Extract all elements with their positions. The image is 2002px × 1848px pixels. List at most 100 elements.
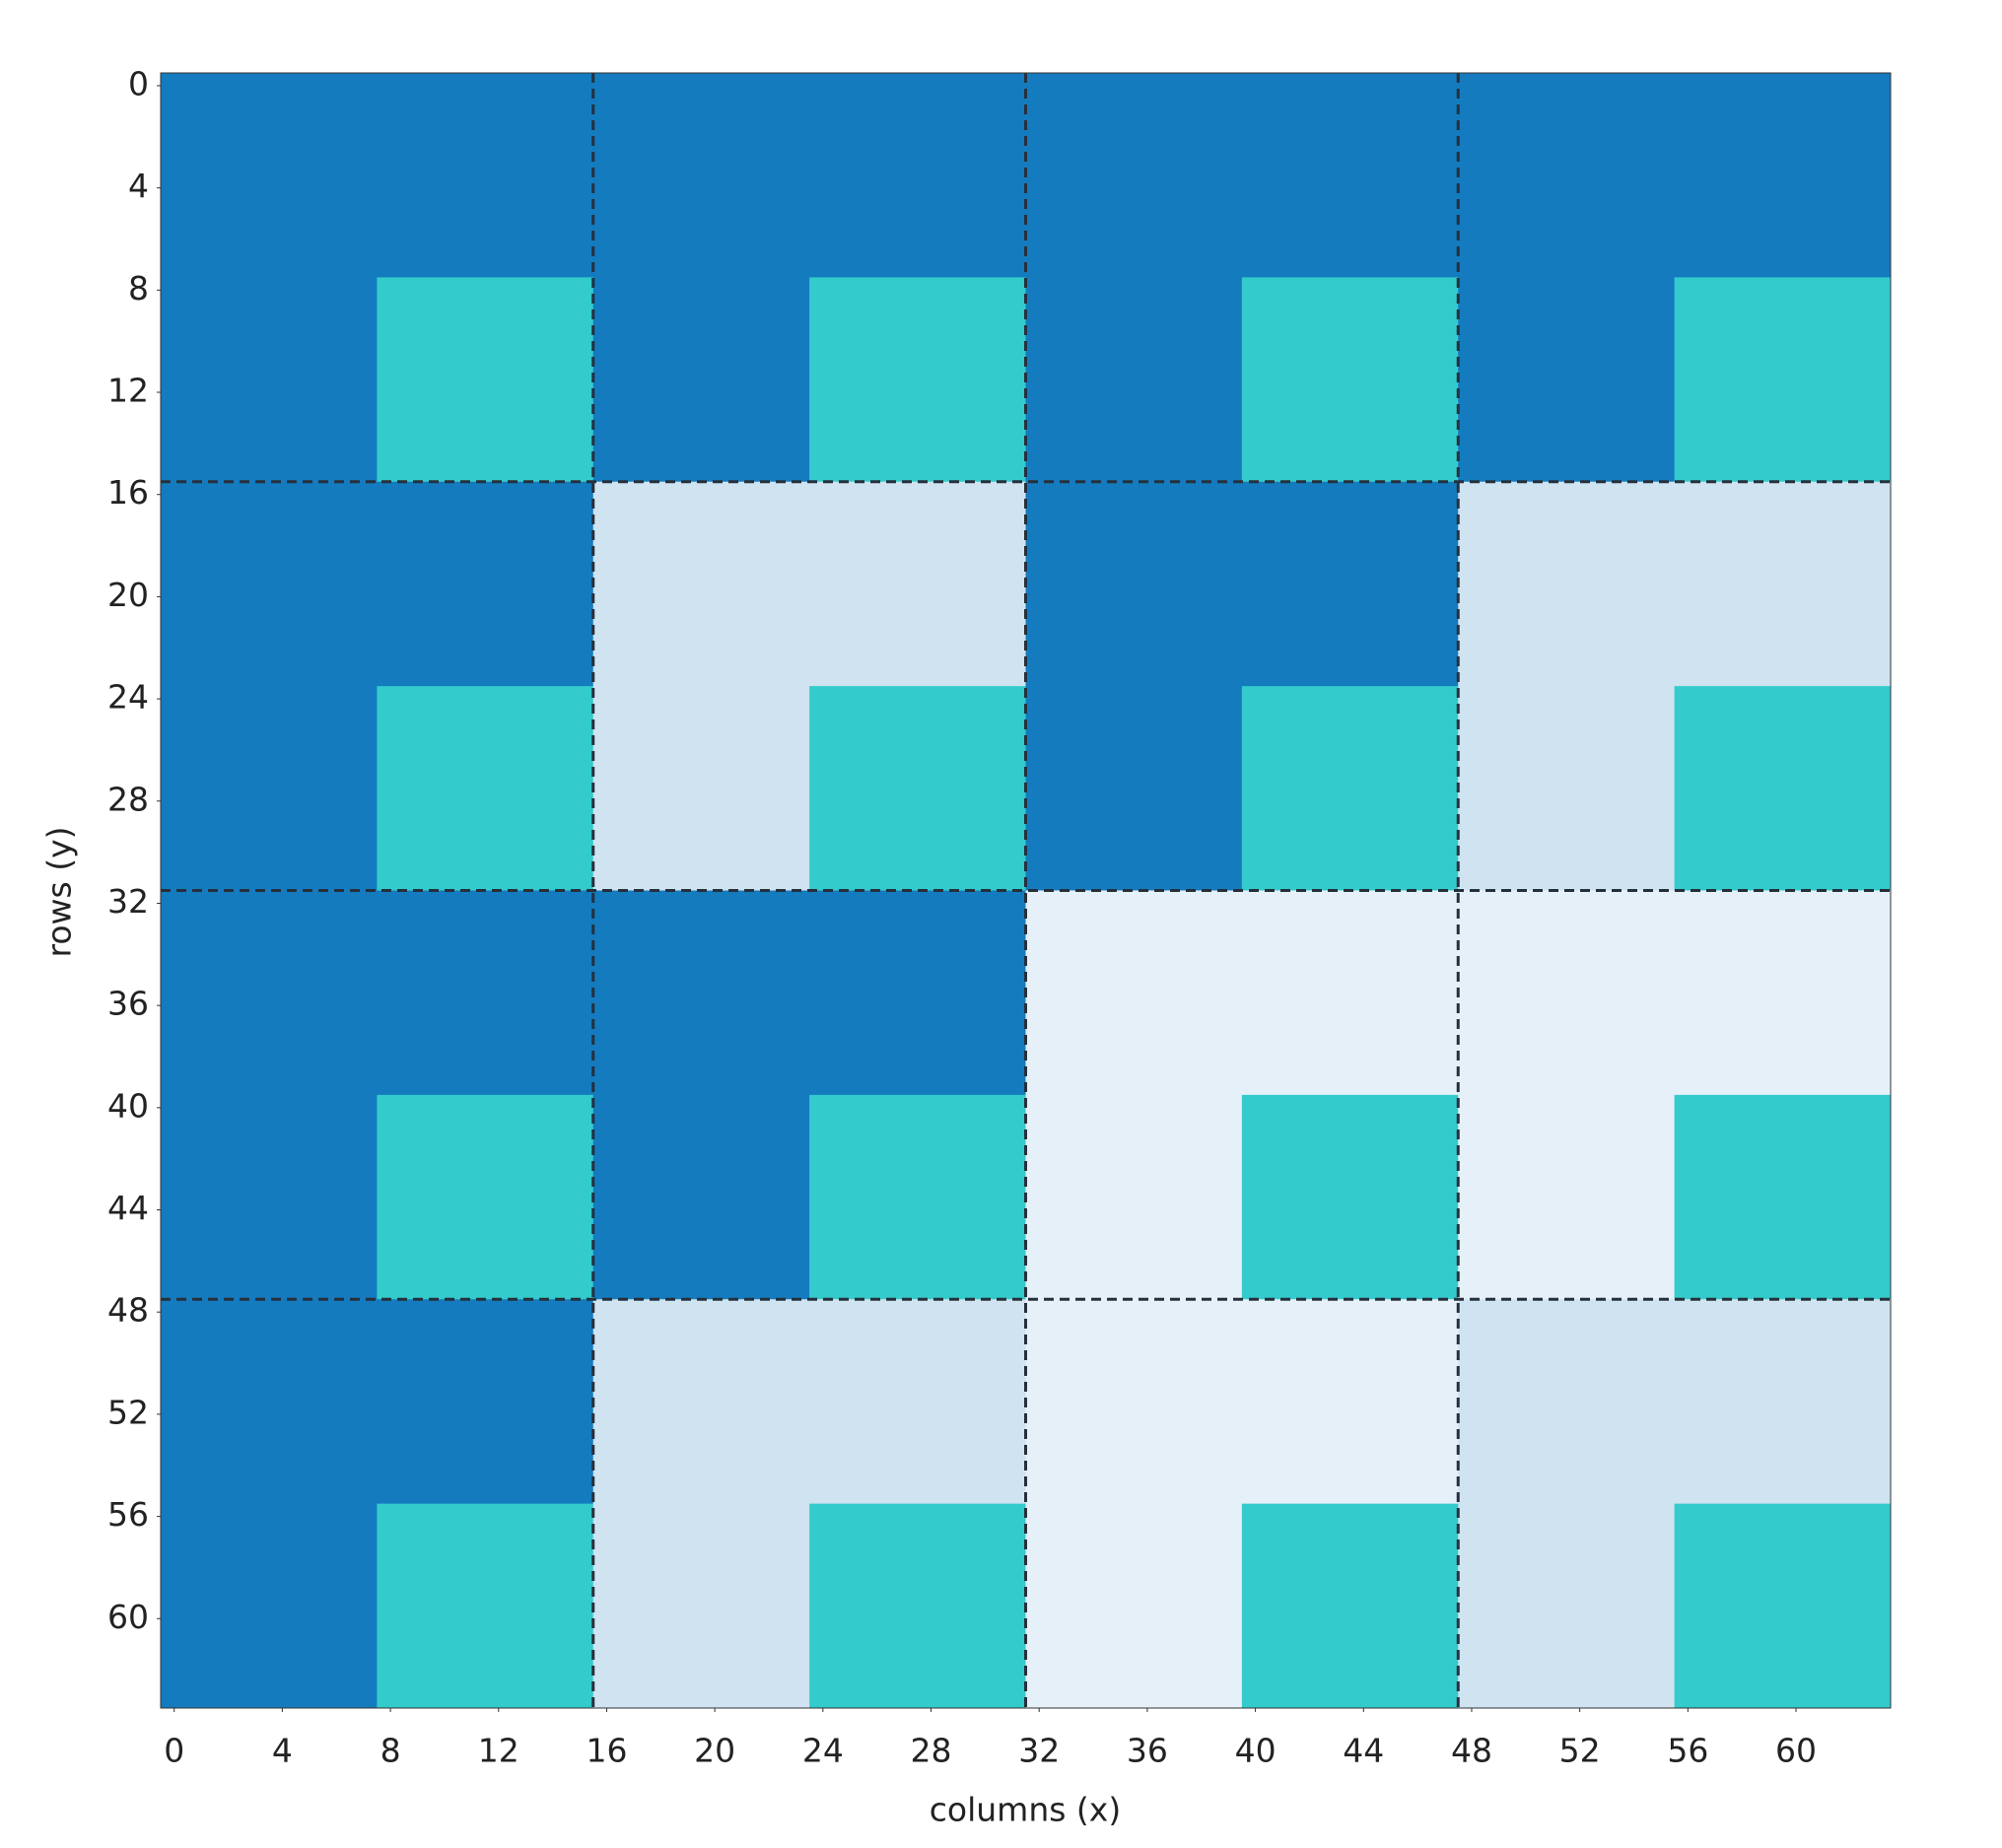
cell <box>377 1503 594 1709</box>
cell <box>809 73 1026 278</box>
cell <box>1025 1299 1243 1505</box>
plot-frame <box>160 72 1892 1709</box>
y-tick-label: 12 <box>107 372 149 410</box>
cell <box>1025 890 1243 1096</box>
y-axis-label: rows (y) <box>40 827 79 958</box>
cell <box>1674 481 1892 687</box>
cell <box>1025 1503 1243 1709</box>
cell <box>592 686 810 891</box>
y-tick-label: 56 <box>107 1495 149 1534</box>
cell <box>809 277 1026 483</box>
y-tick-label: 32 <box>107 882 149 921</box>
cell <box>1458 1503 1676 1709</box>
cell <box>1025 481 1243 687</box>
cell <box>1241 73 1459 278</box>
cell <box>1458 1299 1676 1505</box>
cell <box>809 1503 1026 1709</box>
y-tick-label: 16 <box>107 473 149 512</box>
y-tick-label: 24 <box>107 678 149 717</box>
cell <box>1674 1299 1892 1505</box>
cell <box>1458 1094 1676 1300</box>
cell <box>809 890 1026 1096</box>
cell <box>1241 1503 1459 1709</box>
cell <box>1025 686 1243 891</box>
cell <box>1241 1094 1459 1300</box>
cell <box>1674 890 1892 1096</box>
cell <box>161 73 378 278</box>
cell <box>161 1299 378 1505</box>
cell <box>377 481 594 687</box>
cell <box>592 890 810 1096</box>
x-tick-label: 4 <box>272 1732 293 1770</box>
cell <box>1458 73 1676 278</box>
y-tick-label: 28 <box>107 780 149 818</box>
y-tick-label: 48 <box>107 1291 149 1330</box>
cell <box>809 1299 1026 1505</box>
cell <box>1674 73 1892 278</box>
y-tick-label: 36 <box>107 985 149 1023</box>
y-tick-label: 40 <box>107 1086 149 1125</box>
x-tick-label: 36 <box>1127 1732 1168 1770</box>
cell <box>161 1094 378 1300</box>
cell <box>809 1094 1026 1300</box>
x-tick-label: 48 <box>1451 1732 1492 1770</box>
cell <box>377 890 594 1096</box>
cell <box>592 1299 810 1505</box>
cell <box>1674 686 1892 891</box>
cell <box>377 1094 594 1300</box>
cell <box>1025 1094 1243 1300</box>
x-tick-label: 40 <box>1235 1732 1277 1770</box>
x-tick-label: 16 <box>586 1732 627 1770</box>
x-tick-label: 20 <box>694 1732 735 1770</box>
cell <box>1241 481 1459 687</box>
cell <box>1241 1299 1459 1505</box>
cell <box>592 481 810 687</box>
cell <box>592 277 810 483</box>
cell <box>592 73 810 278</box>
cell <box>1458 481 1676 687</box>
y-tick-label: 20 <box>107 576 149 614</box>
x-tick-label: 56 <box>1667 1732 1708 1770</box>
cell <box>377 1299 594 1505</box>
x-tick-label: 52 <box>1559 1732 1601 1770</box>
cell <box>809 481 1026 687</box>
y-tick-label: 4 <box>128 167 149 205</box>
cell <box>377 73 594 278</box>
cell <box>1458 686 1676 891</box>
cell <box>161 1503 378 1709</box>
cell <box>1025 73 1243 278</box>
y-tick-label: 44 <box>107 1189 149 1227</box>
x-tick-label: 28 <box>911 1732 952 1770</box>
x-axis-label: columns (x) <box>930 1791 1121 1829</box>
cell <box>592 1094 810 1300</box>
cell <box>1025 277 1243 483</box>
cell <box>1241 890 1459 1096</box>
x-tick-label: 8 <box>380 1732 401 1770</box>
cell <box>1241 686 1459 891</box>
cell <box>1458 277 1676 483</box>
y-tick-label: 52 <box>107 1393 149 1431</box>
cell <box>1241 277 1459 483</box>
cell <box>161 890 378 1096</box>
cell <box>1458 890 1676 1096</box>
y-tick-label: 0 <box>128 64 149 103</box>
x-tick-label: 12 <box>478 1732 519 1770</box>
cell <box>809 686 1026 891</box>
x-tick-label: 24 <box>802 1732 844 1770</box>
cell <box>377 686 594 891</box>
y-tick-label: 60 <box>107 1598 149 1636</box>
cell <box>592 1503 810 1709</box>
cell <box>161 481 378 687</box>
y-tick-label: 8 <box>128 269 149 308</box>
cell <box>161 686 378 891</box>
cell <box>377 277 594 483</box>
cell <box>1674 277 1892 483</box>
cell <box>1674 1503 1892 1709</box>
cell <box>161 277 378 483</box>
x-tick-label: 32 <box>1018 1732 1060 1770</box>
cell <box>1674 1094 1892 1300</box>
x-tick-label: 60 <box>1775 1732 1817 1770</box>
x-tick-label: 0 <box>164 1732 184 1770</box>
